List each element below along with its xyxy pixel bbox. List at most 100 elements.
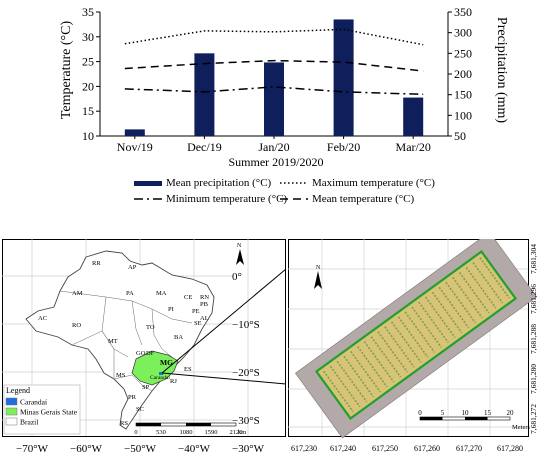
crop-row [356,346,388,388]
easting-label: 617,280 [497,444,523,453]
state-borders [59,290,193,392]
scale-tick-left: 2120 [230,429,243,436]
climate-chart: 10 15 20 25 30 35 50 100 150 200 250 300 350 Nov/19 De… [59,5,509,205]
state-label-rr: RR [92,260,101,267]
field-aerial-map: N 0 5 10 15 20 Meters 617,230 617,240 617,250 6… [288,239,538,453]
crop-row [431,291,463,334]
crop-row [363,341,395,383]
legend-swatch [5,417,18,426]
state-label-sc: SC [136,406,144,413]
legend-label: Mean temperature (°C) [312,193,414,205]
northing-label: 7,681,304 [529,244,538,274]
precip-bar [333,19,354,136]
easting-label: 617,270 [456,444,482,453]
crop-row [472,262,504,304]
scale-tick-left: 1590 [205,429,218,436]
zoom-line-bottom [161,372,286,385]
y-right-tick-label: 350 [454,5,472,19]
chart-legend: Mean precipitation (°C) Maximum temperatu… [134,177,435,205]
crop-row [329,365,361,408]
northing-label: 7,681,296 [529,284,538,314]
north-arrow-right: N [314,265,322,289]
state-label-ma: MA [156,290,167,297]
zoom-line-top [161,268,286,374]
latitude-label: 0° [232,271,242,283]
northing-label: 7,681,272 [529,404,538,434]
legend-item-label: Carandaí [20,398,47,407]
scale-tick-left: 1080 [180,429,193,436]
state-label-rj: RJ [170,378,177,385]
longitude-label: −70°W [16,443,49,455]
state-label-al: AL [200,315,209,322]
legend-item-label: Brazil [20,418,38,427]
crop-row [452,276,483,319]
legend-label: Mean precipitation (°C) [166,177,272,189]
state-label-ms: MS [116,372,126,379]
crop-row [465,267,497,309]
scale-tick-left: 0 [134,429,137,436]
crop-row [350,350,381,393]
state-label-go: GO [136,350,146,357]
scale-tick-right: 0 [418,409,422,417]
state-label-sp: SP [142,384,150,391]
state-label-pi: PI [168,306,174,313]
longitude-label: −30°W [232,443,265,455]
northing-label: 7,681,288 [529,324,538,354]
legend-label: Minimum temperature (°C) [166,193,287,205]
state-label-am: AM [72,290,83,297]
crop-row [384,326,415,368]
x-tick-label: Feb/20 [327,140,360,154]
crop-row [377,331,409,373]
north-arrow-left: N [236,243,244,265]
y-right-tick-label: 150 [454,88,472,102]
precip-bar [264,62,284,136]
precip-bar [194,53,215,137]
y-left-tick-label: 10 [82,129,94,143]
easting-label: 617,250 [372,444,398,453]
crop-row [370,336,402,378]
legend-item-label: Minas Gerais State [20,408,78,417]
y-left-tick-label: 15 [82,104,94,118]
longitude-label: −50°W [124,443,157,455]
field-plot [314,250,518,420]
y-left-tick-label: 35 [82,5,94,19]
latitude-label: −30°S [232,415,260,427]
scale-unit-left: km [238,429,246,436]
crop-row [343,355,375,398]
crop-row [424,296,456,339]
north-label-right: N [316,265,321,271]
mean-temp-line [124,59,424,72]
y-left-tick-label: 25 [82,55,94,69]
legend-swatch [5,407,18,416]
y-axis-right-title: Precipitation (mm) [494,17,509,123]
longitude-label: −60°W [70,443,103,455]
crop-row [322,370,354,413]
northing-label: 7,681,280 [529,364,538,394]
x-tick-label: Nov/19 [117,140,153,154]
crop-row [445,281,476,324]
legend-title: Legend [6,386,30,395]
state-label-mg: MG [160,358,173,367]
state-label-rs: RS [120,420,128,427]
scale-unit-right: Meters [512,424,531,431]
brazil-outline [25,250,215,430]
x-tick-label: Dec/19 [187,140,222,154]
state-label-to: TO [146,324,155,331]
state-label-pr: PR [128,394,137,401]
state-label-ba: BA [174,334,183,341]
max-temp-line [124,28,424,46]
north-label-left: N [237,243,242,249]
state-label-pe: PE [192,308,200,315]
scale-tick-right: 20 [507,409,515,417]
crop-row [479,257,510,299]
scale-tick-left: 530 [156,429,166,436]
crop-row [411,306,443,348]
crop-row [336,360,368,403]
state-label-ce: CE [184,294,192,301]
legend-label: Maximum temperature (°C) [312,177,435,189]
field-rows [322,257,510,413]
x-axis-title: Summer 2019/2020 [229,155,324,169]
precip-bar [124,129,145,136]
legend-swatch [5,397,18,406]
